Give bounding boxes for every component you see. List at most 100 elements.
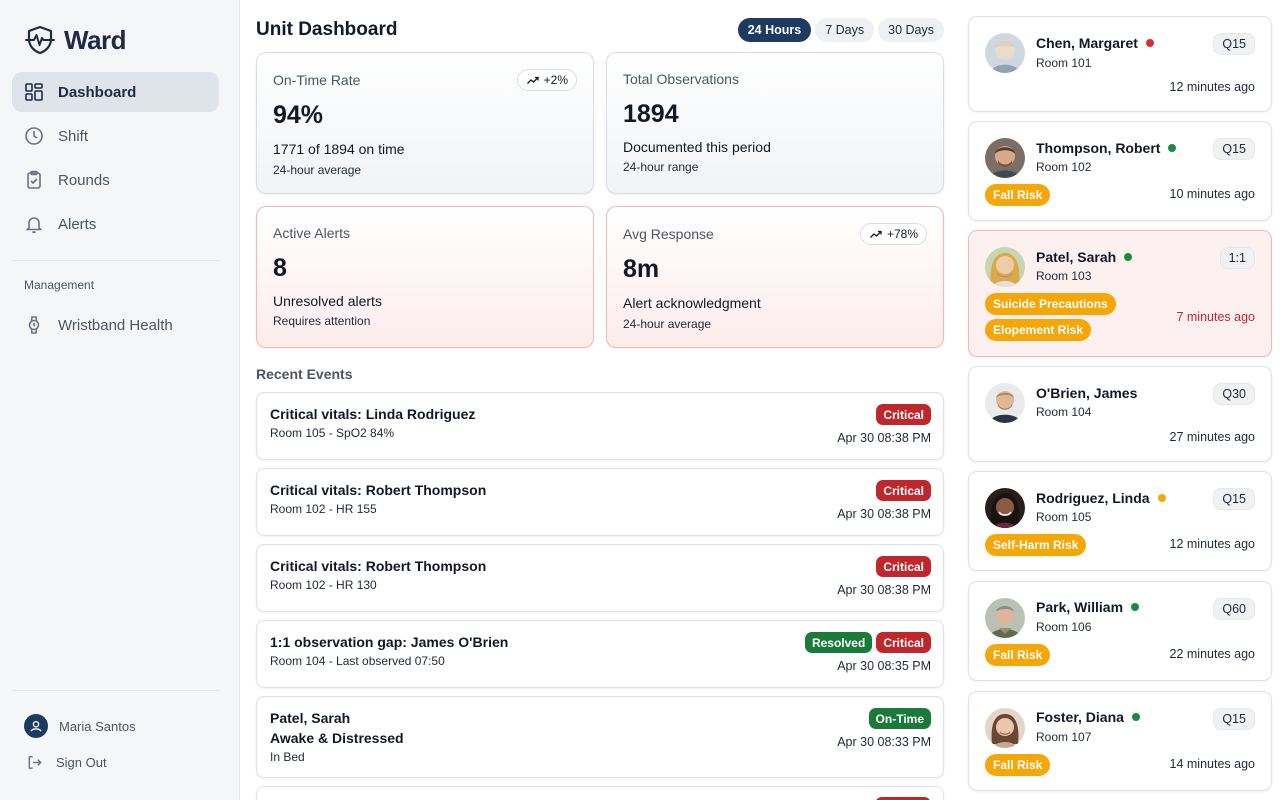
stat-note: 24-hour average [273,163,362,177]
patient-name: Park, William [1036,599,1124,615]
patient-name: Rodriguez, Linda [1036,490,1150,506]
patient-photo [985,488,1025,528]
stat-subtitle: Documented this period [623,139,771,155]
status-dot [1168,144,1177,152]
status-dot [1131,713,1140,721]
sidebar: Ward Dashboard Shift Rounds Alerts [0,0,240,800]
patient-photo [985,33,1025,73]
patient-avatar-icon [985,708,1025,748]
stat-subtitle: 1771 of 1894 on time [273,141,405,157]
event-item[interactable]: Critical vitals: Robert Thompson Room 10… [256,468,944,536]
patient-card[interactable]: Foster, Diana Room 107 Q15 Fall Risk 14 … [968,691,1272,791]
logout-icon [28,756,42,769]
stat-note: Requires attention [273,314,371,328]
status-badge-critical: Critical [876,480,931,501]
nav-item-wristband-health[interactable]: Wristband Health [12,305,219,345]
event-badges: Resolved Critical [804,632,931,653]
patient-room: Room 101 [1036,56,1092,70]
last-observed: 27 minutes ago [1169,430,1255,444]
observation-frequency-badge: Q15 [1213,33,1255,55]
patient-card[interactable]: Chen, Margaret Room 101 Q15 12 minutes a… [968,16,1272,112]
risk-tag: Suicide Precautions [985,293,1116,315]
patient-room: Room 106 [1036,620,1092,634]
event-badges: Critical [876,556,931,577]
management-nav: Wristband Health [12,305,219,349]
patient-card[interactable]: Rodriguez, Linda Room 105 Q15 Self-Harm … [968,471,1272,571]
event-item[interactable]: Patel, Sarah Awake & Distressed In Bed O… [256,696,944,778]
observation-frequency-badge: Q15 [1213,708,1255,730]
stat-card-total-observations: Total Observations 1894 Documented this … [606,52,944,194]
range-30-days[interactable]: 30 Days [878,18,944,42]
patient-name-row: Patel, Sarah [1036,249,1133,265]
nav-item-alerts[interactable]: Alerts [12,204,219,244]
patient-name: Thompson, Robert [1036,140,1161,156]
event-item[interactable]: Critical vitals: Linda Rodriguez Room 10… [256,392,944,460]
event-item[interactable] [256,786,944,800]
nav-item-dashboard[interactable]: Dashboard [12,72,219,112]
status-badge-critical: Critical [876,404,931,425]
last-observed: 14 minutes ago [1169,757,1255,771]
avatar [24,714,48,738]
stat-note: 24-hour average [623,317,712,331]
patient-avatar-icon [985,383,1025,423]
risk-tag: Self-Harm Risk [985,534,1087,556]
patient-card[interactable]: Park, William Room 106 Q60 Fall Risk 22 … [968,581,1272,681]
range-7-days[interactable]: 7 Days [815,18,875,42]
event-title: Critical vitals: Robert Thompson [270,482,487,498]
nav-item-label: Shift [58,127,89,145]
patient-name: Patel, Sarah [1036,249,1117,265]
stat-note: 24-hour range [623,160,699,174]
event-time: Apr 30 08:38 PM [837,583,931,597]
patient-name-row: Park, William [1036,599,1140,615]
stat-card-active-alerts: Active Alerts 8 Unresolved alerts Requir… [256,206,594,348]
user-profile[interactable]: Maria Santos [24,714,136,738]
status-dot [1131,603,1140,611]
stat-label: Active Alerts [273,225,351,241]
patient-room: Room 104 [1036,405,1092,419]
nav-item-rounds[interactable]: Rounds [12,160,219,200]
page-title: Unit Dashboard [256,19,398,40]
trend-badge: +78% [859,223,927,245]
main-content: Unit Dashboard 24 Hours 7 Days 30 Days O… [256,0,944,800]
event-badges: On-Time [868,708,931,729]
trend-value: +2% [543,73,568,87]
section-label-management: Management [24,278,95,292]
range-24-hours[interactable]: 24 Hours [737,18,812,42]
observation-frequency-badge: Q60 [1213,598,1255,620]
patient-card[interactable]: Thompson, Robert Room 102 Q15 Fall Risk … [968,121,1272,221]
stat-label: Avg Response [623,226,714,242]
status-dot [1145,39,1154,47]
nav-item-shift[interactable]: Shift [12,116,219,156]
recent-events-title: Recent Events [256,366,353,382]
event-time: Apr 30 08:38 PM [837,507,931,521]
trend-badge: +2% [516,69,577,91]
patient-room: Room 107 [1036,730,1092,744]
event-time: Apr 30 08:35 PM [837,659,931,673]
bell-icon [25,217,43,234]
stat-label: On-Time Rate [273,72,361,88]
event-subtitle: In Bed [270,750,305,764]
patient-name-row: Foster, Diana [1036,709,1140,725]
risk-tag: Elopement Risk [985,319,1092,341]
shield-heartbeat-icon [25,25,55,55]
observation-frequency-badge: Q15 [1213,488,1255,510]
patient-avatar-icon [985,33,1025,73]
brand-logo[interactable]: Ward [24,24,127,56]
event-item[interactable]: 1:1 observation gap: James O'Brien Room … [256,620,944,688]
trend-value: +78% [886,227,918,241]
risk-tag: Fall Risk [985,754,1051,776]
patient-card[interactable]: O'Brien, James Room 104 Q30 27 minutes a… [968,366,1272,462]
watch-icon [28,316,40,334]
trending-up-icon [526,76,539,84]
stat-card-on-time-rate: On-Time Rate +2% 94% 1771 of 1894 on tim… [256,52,594,194]
patient-card[interactable]: Patel, Sarah Room 103 1:1 Suicide Precau… [968,230,1272,357]
clock-icon [25,127,43,145]
observation-frequency-badge: 1:1 [1219,247,1255,269]
last-observed: 7 minutes ago [1176,310,1255,324]
stat-value: 8 [273,254,287,282]
status-badge-critical: Critical [876,556,931,577]
patient-photo [985,247,1025,287]
patient-avatar-icon [985,247,1025,287]
event-item[interactable]: Critical vitals: Robert Thompson Room 10… [256,544,944,612]
sign-out-button[interactable]: Sign Out [24,754,136,771]
